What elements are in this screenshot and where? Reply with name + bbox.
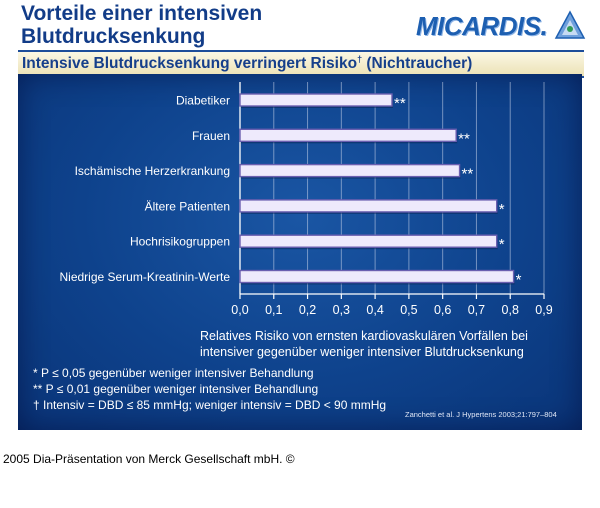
x-tick-label: 0,9: [535, 303, 552, 317]
footnote-3: † Intensiv = DBD ≤ 85 mmHg; weniger inte…: [33, 398, 387, 412]
x-tick-label: 0,3: [333, 303, 350, 317]
subtitle-suffix: (Nichtraucher): [362, 55, 473, 72]
category-label: Niedrige Serum-Kreatinin-Werte: [59, 270, 230, 284]
bar: [239, 128, 457, 142]
footnote-2: ** P ≤ 0,01 gegenüber weniger intensiver…: [33, 382, 319, 396]
subtitle-dagger: †: [357, 54, 363, 64]
x-tick-label: 0,2: [299, 303, 316, 317]
subtitle: Intensive Blutdrucksenkung verringert Ri…: [22, 54, 472, 73]
x-tick-label: 0,4: [366, 303, 383, 317]
axis-description-line-1: Relatives Risiko von ernsten kardiovasku…: [200, 329, 528, 343]
axis-description-line-2: intensiver gegenüber weniger intensiver …: [200, 345, 524, 359]
bar: [239, 93, 393, 107]
significance-marker: **: [394, 95, 406, 112]
category-label: Hochrisikogruppen: [130, 235, 230, 249]
category-label: Diabetiker: [176, 94, 230, 108]
category-label: Ischämische Herzerkrankung: [75, 164, 230, 178]
significance-marker: **: [462, 166, 474, 183]
title-line-1: Vorteile einer intensiven: [21, 2, 263, 25]
category-label: Ältere Patienten: [145, 199, 230, 213]
bar: [239, 269, 515, 284]
title-line-2: Blutdrucksenkung: [21, 25, 206, 48]
bar: [239, 163, 461, 178]
significance-marker: *: [499, 236, 505, 253]
micardis-logo: MICARDIS.: [416, 9, 586, 43]
x-tick-label: 0,7: [468, 303, 485, 317]
footnotes: * P ≤ 0,05 gegenüber weniger intensiver …: [33, 365, 386, 413]
bar: [239, 234, 498, 248]
bar-chart: 0,0 0,1 0,2 0,3 0,4 0,5 0,6 0,7 0,8 0,9 Diabetiker…: [59, 82, 553, 317]
footnote-1: * P ≤ 0,05 gegenüber weniger intensiver …: [33, 366, 314, 380]
logo-triangle-icon: [554, 10, 586, 39]
x-tick-label: 0,0: [231, 303, 248, 317]
x-tick-label: 0,8: [502, 303, 519, 317]
logo-text: MICARDIS.: [416, 11, 548, 41]
chart-panel: 0,0 0,1 0,2 0,3 0,4 0,5 0,6 0,7 0,8 0,9 Diabetiker…: [18, 74, 582, 430]
x-tick-label: 0,1: [265, 303, 282, 317]
slide-title: Vorteile einer intensiven Blutdrucksenku…: [21, 2, 262, 48]
bar: [239, 199, 498, 213]
category-label: Frauen: [192, 129, 230, 143]
x-tick-label: 0,5: [400, 303, 417, 317]
copyright-credit: 2005 Dia-Präsentation von Merck Gesellsc…: [3, 452, 295, 466]
source-citation: Zanchetti et al. J Hypertens 2003;21:797…: [405, 410, 557, 419]
significance-marker: **: [458, 130, 470, 147]
axis-description: Relatives Risiko von ernsten kardiovasku…: [200, 328, 570, 360]
slide: Vorteile einer intensiven Blutdrucksenku…: [18, 2, 586, 430]
significance-marker: *: [499, 201, 505, 218]
x-tick-label: 0,6: [434, 303, 451, 317]
subtitle-text: Intensive Blutdrucksenkung verringert Ri…: [22, 55, 358, 72]
significance-marker: *: [516, 272, 522, 289]
